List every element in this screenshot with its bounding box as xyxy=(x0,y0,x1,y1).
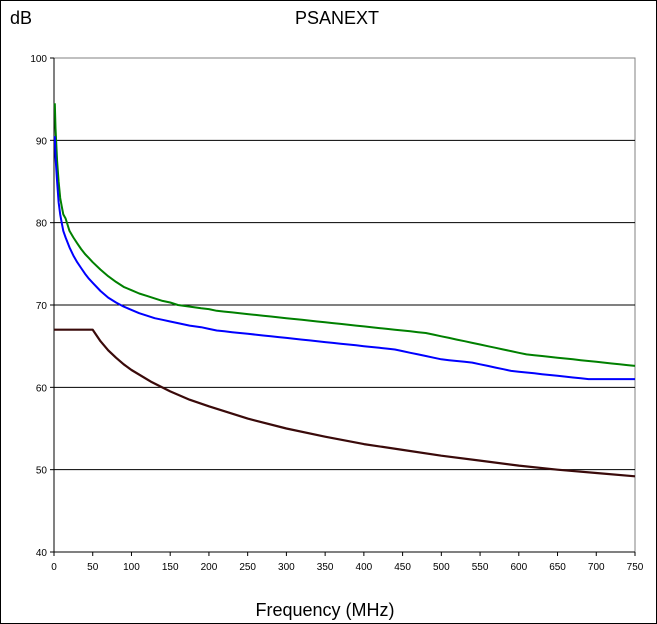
tick-label-y: 60 xyxy=(36,383,48,394)
tick-label-x: 700 xyxy=(588,562,605,573)
plot-area: 40 50 60 70 80 90 100 0 50 100 150 200 250 300 350 400 4… xyxy=(30,54,643,573)
tick-label-x: 650 xyxy=(549,562,566,573)
tick-label-x: 400 xyxy=(356,562,373,573)
chart-title: PSANEXT xyxy=(295,8,379,28)
tick-label-x: 300 xyxy=(278,562,295,573)
tick-label-x: 0 xyxy=(51,562,57,573)
series-blue-line xyxy=(53,136,635,381)
tick-label-x: 750 xyxy=(627,562,644,573)
tick-label-x: 50 xyxy=(87,562,99,573)
tick-label-x: 250 xyxy=(239,562,256,573)
tick-label-y: 50 xyxy=(36,466,48,477)
tick-label-x: 100 xyxy=(123,562,140,573)
tick-label-y: 100 xyxy=(30,54,47,65)
y-axis-label: dB xyxy=(10,8,32,28)
tick-label-x: 450 xyxy=(394,562,411,573)
tick-label-y: 80 xyxy=(36,219,48,230)
tick-label-x: 350 xyxy=(317,562,334,573)
tick-label-x: 600 xyxy=(510,562,527,573)
x-axis-title: Frequency (MHz) xyxy=(255,600,394,620)
series-green-line xyxy=(53,103,636,367)
tick-label-x: 500 xyxy=(433,562,450,573)
tick-label-x: 150 xyxy=(162,562,179,573)
tick-label-y: 40 xyxy=(36,548,48,559)
series-limit-line xyxy=(54,328,636,478)
tick-label-x: 200 xyxy=(201,562,218,573)
tick-label-y: 70 xyxy=(36,301,48,312)
tick-label-y: 90 xyxy=(36,136,48,147)
tick-label-x: 550 xyxy=(472,562,489,573)
